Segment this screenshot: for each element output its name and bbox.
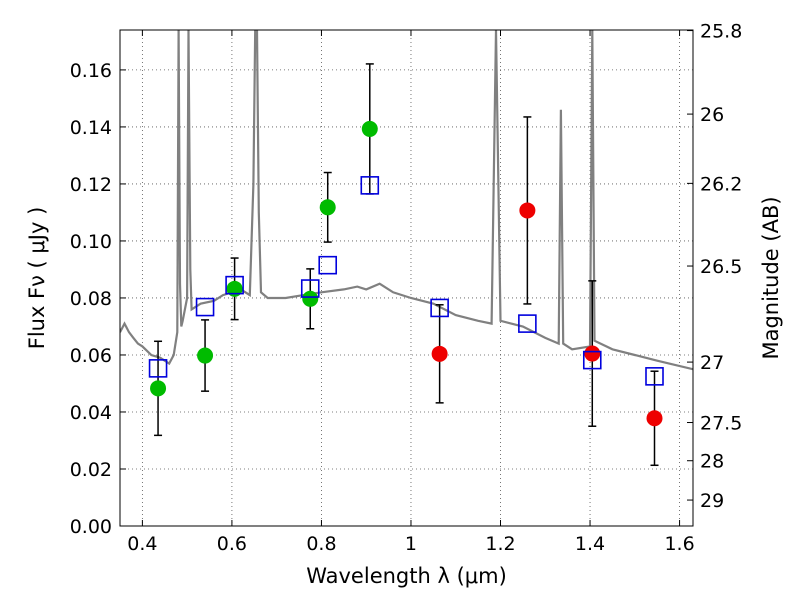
y2-tick-label: 27.5: [700, 413, 742, 435]
y-tick-label: 0.12: [70, 174, 112, 196]
y-axis-label: Flux Fν ( μJy ): [25, 207, 49, 350]
y2-axis-ticks: 25.8 26 26.2 26.5 27 27.5 28 29: [687, 21, 742, 512]
y2-tick-label: 27: [700, 352, 724, 374]
y-tick-label: 0.10: [70, 231, 112, 253]
y-tick-label: 0.08: [70, 288, 112, 310]
observed-flux-point: [150, 380, 167, 397]
model-spectrum-line: [120, 30, 693, 371]
observed-flux-point: [319, 199, 336, 216]
model-band-square: [195, 297, 215, 317]
x-tick-label: 1.2: [485, 533, 515, 555]
model-band-square: [518, 314, 537, 333]
x-axis-label: Wavelength λ (μm): [306, 564, 507, 588]
model-band-square: [645, 367, 664, 386]
y-axis-ticks: 0.00 0.02 0.04 0.06 0.08 0.10 0.12 0.14 0.16: [70, 60, 126, 538]
y2-tick-label: 26: [700, 104, 724, 126]
y2-tick-label: 29: [700, 490, 724, 512]
y2-tick-label: 28: [700, 451, 724, 473]
error-bars-layer: [154, 63, 659, 467]
grid-layer: [120, 30, 693, 527]
x-axis-ticks: 0.4 0.6 0.8 1 1.2 1.4 1.6: [127, 30, 695, 555]
y-tick-label: 0.02: [70, 459, 112, 481]
model-band-square: [225, 275, 244, 295]
model-band-square: [582, 350, 602, 370]
y-tick-label: 0.00: [70, 516, 112, 538]
x-tick-label: 0.8: [306, 533, 336, 555]
observed-flux-point: [197, 347, 214, 364]
x-tick-label: 1.6: [664, 533, 694, 555]
model-band-square: [148, 359, 168, 378]
y-tick-label: 0.04: [70, 402, 112, 424]
model-band-square: [360, 176, 380, 195]
plot-frame: [119, 29, 694, 527]
y-tick-label: 0.06: [70, 345, 112, 367]
data-points-layer: [148, 120, 664, 427]
y2-tick-label: 25.8: [700, 21, 742, 43]
y2-tick-label: 26.5: [700, 256, 742, 278]
model-band-square: [318, 255, 338, 275]
observed-flux-point: [584, 345, 601, 362]
observed-flux-point: [646, 410, 663, 427]
y-tick-label: 0.16: [70, 60, 112, 82]
y-tick-label: 0.14: [70, 117, 112, 139]
observed-flux-point: [519, 202, 536, 219]
observed-flux-point: [302, 290, 319, 307]
y2-tick-label: 26.2: [700, 173, 742, 195]
observed-flux-point: [361, 120, 378, 137]
x-tick-label: 1.4: [575, 533, 605, 555]
x-tick-label: 0.6: [217, 533, 247, 555]
observed-flux-point: [431, 345, 448, 362]
x-tick-label: 0.4: [127, 533, 157, 555]
observed-flux-point: [226, 280, 243, 297]
x-tick-label: 1: [405, 533, 417, 555]
model-spectrum-layer: [120, 30, 693, 371]
model-band-square: [430, 298, 449, 318]
y2-axis-label: Magnitude (AB): [759, 196, 783, 359]
model-band-square: [300, 279, 320, 298]
